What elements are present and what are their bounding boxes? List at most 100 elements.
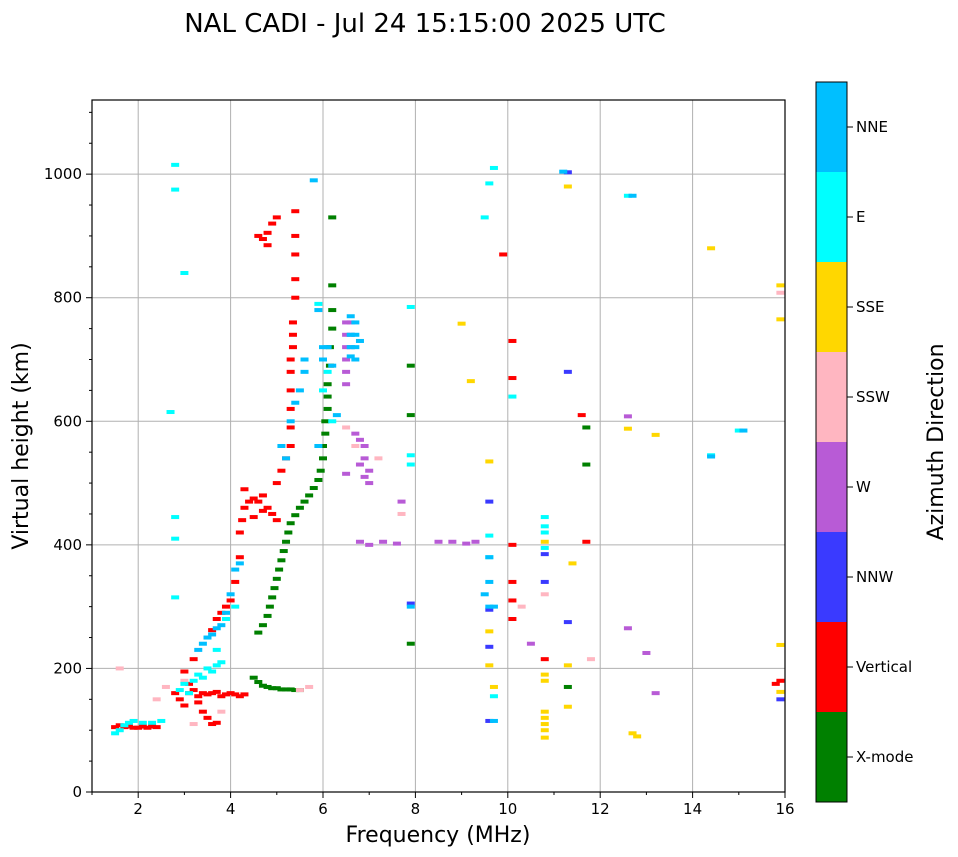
data-point — [217, 610, 226, 615]
data-point — [508, 542, 517, 547]
data-point — [319, 345, 327, 350]
data-point — [489, 604, 498, 609]
data-point — [623, 414, 632, 419]
data-point — [212, 626, 221, 631]
data-point — [485, 499, 494, 504]
data-point — [286, 687, 295, 692]
data-point — [291, 252, 300, 257]
data-point — [198, 691, 207, 696]
data-point — [319, 388, 327, 393]
data-point — [180, 703, 189, 708]
data-point — [212, 617, 221, 621]
data-point — [323, 406, 332, 411]
data-point — [129, 725, 138, 730]
data-point — [776, 283, 785, 288]
data-point — [707, 454, 716, 459]
data-point — [776, 697, 785, 702]
data-point — [291, 277, 300, 282]
data-point — [272, 576, 281, 581]
data-point — [642, 650, 651, 655]
colorbar-tick-label: SSW — [856, 388, 890, 406]
series-vertical — [111, 209, 785, 730]
data-point — [231, 579, 240, 584]
data-point — [360, 444, 369, 448]
x-axis-ticks: 2 4 6 8 10 12 14 16 — [91, 792, 795, 818]
data-point — [258, 623, 267, 628]
data-point — [212, 689, 221, 694]
data-point — [208, 628, 217, 633]
data-point — [171, 187, 180, 192]
data-point — [485, 459, 494, 464]
data-point — [314, 308, 323, 313]
data-point — [286, 388, 295, 393]
data-point — [351, 444, 360, 448]
colorbar-label: Azimuth Direction — [924, 343, 949, 540]
x-tick-label: 2 — [133, 800, 143, 818]
data-point — [268, 511, 277, 516]
data-point — [776, 290, 785, 295]
data-point — [189, 688, 198, 693]
data-point — [226, 598, 235, 603]
data-point — [138, 724, 147, 729]
data-point — [462, 541, 471, 546]
data-point — [272, 215, 281, 220]
data-point — [309, 486, 318, 491]
data-point — [291, 400, 300, 405]
data-point — [254, 233, 263, 238]
data-point — [282, 456, 291, 461]
series-sse — [457, 184, 785, 740]
data-point — [284, 530, 293, 535]
data-point — [305, 493, 314, 498]
data-point — [194, 700, 203, 705]
data-point — [124, 724, 133, 729]
data-point — [208, 669, 217, 674]
x-tick-label: 6 — [318, 800, 328, 818]
data-point — [175, 688, 184, 693]
data-point — [489, 718, 498, 723]
data-point — [346, 345, 355, 350]
data-point — [263, 613, 272, 618]
data-point — [272, 481, 281, 486]
data-point — [221, 692, 230, 697]
data-point — [217, 694, 226, 699]
data-point — [485, 604, 494, 609]
x-tick-label: 10 — [498, 800, 517, 818]
data-point — [208, 722, 217, 727]
data-point — [582, 462, 591, 467]
data-point — [240, 505, 249, 510]
data-point — [291, 209, 300, 214]
data-point — [342, 369, 351, 374]
colorbar-tick-label: NNW — [856, 568, 893, 586]
y-tick-label: 600 — [53, 412, 82, 430]
data-point — [776, 317, 785, 322]
data-point — [286, 369, 295, 374]
data-point — [582, 539, 591, 544]
x-tick-label: 8 — [411, 800, 421, 818]
data-point — [203, 715, 212, 720]
series-e — [111, 162, 743, 736]
colorbar-segment — [816, 82, 847, 172]
data-point — [221, 617, 230, 621]
data-point — [171, 691, 180, 696]
data-point — [526, 641, 535, 646]
y-axis-ticks: 0 200 400 600 800 1000 — [44, 111, 92, 801]
data-point — [238, 518, 247, 523]
colorbar-segment — [816, 442, 847, 532]
data-point — [466, 379, 475, 384]
x-tick-label: 14 — [683, 800, 702, 818]
data-point — [221, 604, 230, 609]
data-point — [161, 684, 170, 689]
data-point — [540, 735, 549, 740]
data-point — [323, 345, 332, 350]
data-point — [540, 722, 549, 727]
data-point — [342, 332, 351, 337]
data-point — [707, 246, 716, 251]
data-point — [342, 425, 351, 430]
data-point — [115, 723, 124, 728]
data-point — [279, 549, 288, 554]
data-point — [351, 431, 360, 436]
data-point — [277, 687, 286, 692]
data-point — [485, 718, 494, 723]
data-point — [180, 678, 189, 683]
data-point — [194, 672, 203, 677]
